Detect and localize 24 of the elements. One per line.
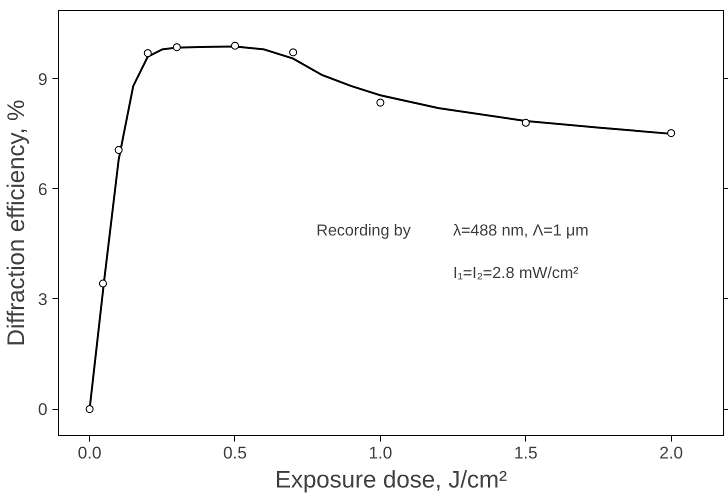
point [522, 118, 530, 127]
x-tick-label: 0.0 [78, 444, 102, 462]
point [667, 129, 676, 138]
y-tick-label: 0 [38, 400, 48, 420]
x-tick-label: 1.5 [514, 444, 538, 462]
point [231, 42, 239, 50]
annotation: λ=488 nm, Λ=1 μm [453, 222, 589, 240]
point [289, 48, 298, 56]
y-tick-label: 9 [38, 70, 48, 89]
point [86, 405, 94, 414]
point [114, 146, 123, 154]
x-tick-label: 0.5 [223, 444, 247, 462]
point [376, 98, 384, 107]
annotation: I₁=I₂=2.8 mW/cm² [453, 264, 580, 282]
point [144, 49, 152, 58]
y-axis-title: Diffraction efficiency, % [3, 100, 30, 346]
y-tick-label: 6 [38, 180, 48, 199]
point [172, 43, 181, 52]
point [98, 280, 107, 288]
x-axis-title: Exposure dose, J/cm² [274, 466, 508, 494]
y-tick-label: 3 [38, 290, 48, 309]
annotation: Recording by [316, 222, 411, 240]
x-tick-label: 1.0 [368, 444, 392, 462]
x-tick-label: 2.0 [659, 444, 683, 462]
